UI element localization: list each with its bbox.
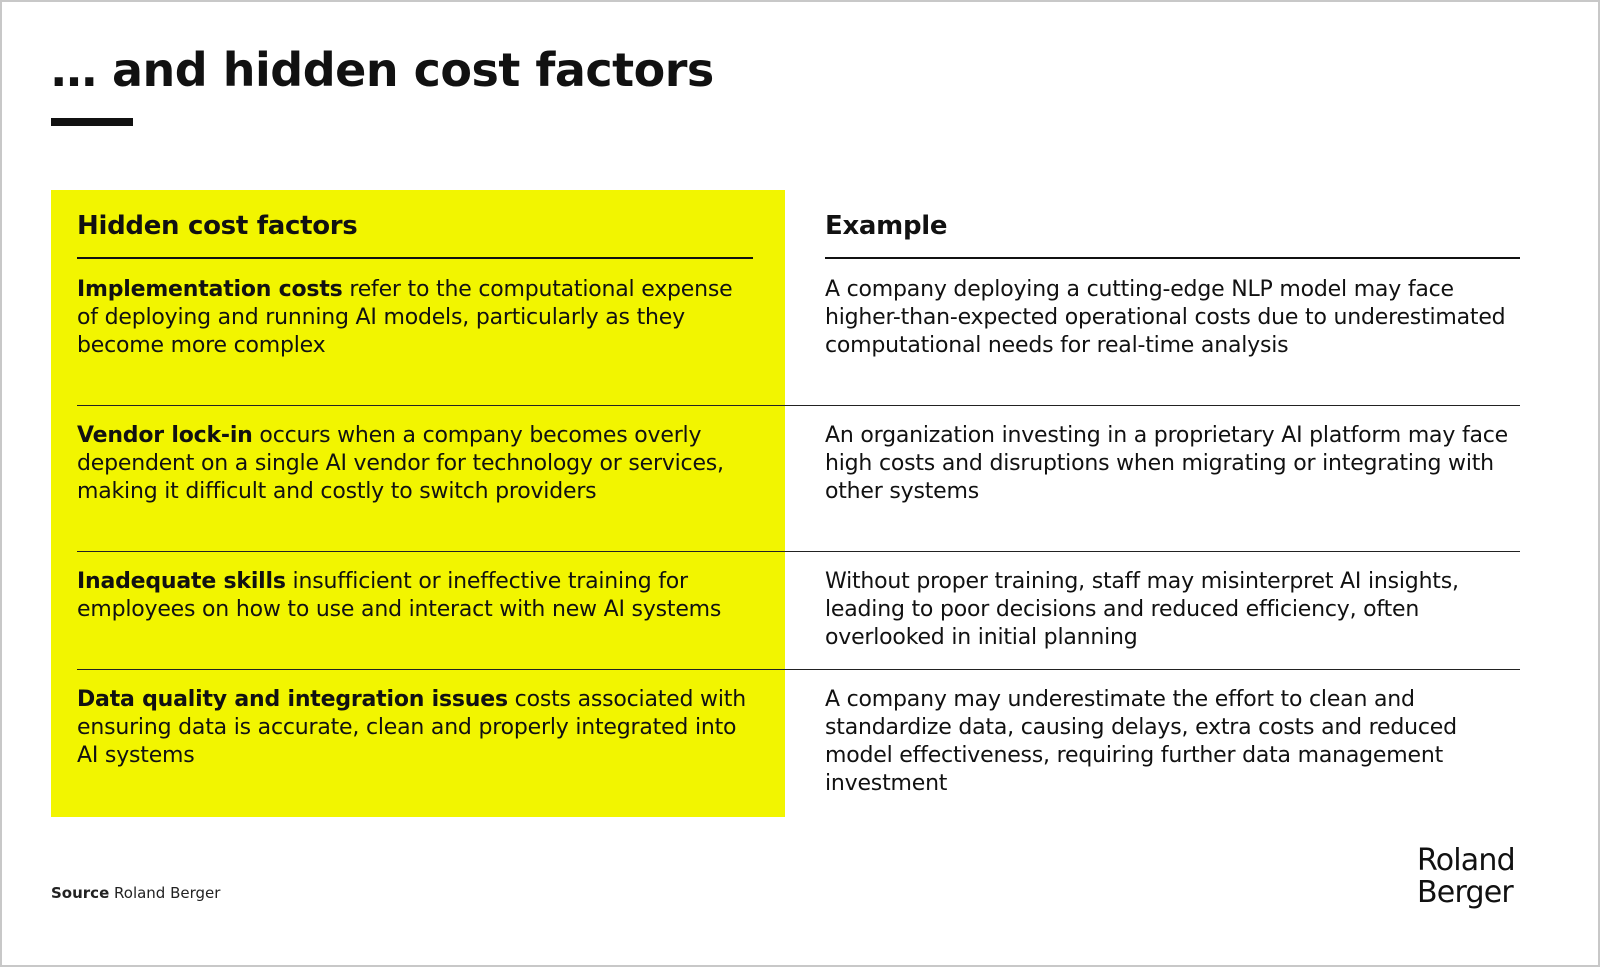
example-implementation-costs: A company deploying a cutting-edge NLP m…: [825, 277, 1506, 358]
factor-title: Data quality and integration issues: [77, 687, 508, 712]
factor-inadequate-skills: Inadequate skills insufficient or ineffe…: [77, 568, 753, 624]
page-title: … and hidden cost factors: [51, 43, 714, 97]
factor-description: costs associated with ensuring data is a…: [77, 687, 746, 768]
factor-description: refer to the computational expense of de…: [77, 277, 733, 358]
source-label: Source: [51, 884, 110, 902]
factor-description: insufficient or ineffective training for…: [77, 569, 722, 622]
factor-implementation-costs: Implementation costs refer to the comput…: [77, 276, 753, 360]
hidden-cost-factors-panel: [51, 190, 785, 817]
factor-description: occurs when a company becomes overly dep…: [77, 423, 724, 504]
right-header-divider: [825, 257, 1520, 259]
hidden-cost-factors-header: Hidden cost factors: [77, 211, 358, 241]
logo-line-2: Berger: [1417, 875, 1514, 910]
example-data-quality: A company may underestimate the effort t…: [825, 687, 1457, 796]
row-divider: [77, 551, 1520, 552]
factor-vendor-lock-in: Vendor lock-in occurs when a company bec…: [77, 422, 753, 506]
factor-title: Vendor lock-in: [77, 423, 253, 448]
factor-title: Inadequate skills: [77, 569, 286, 594]
left-header-divider: [77, 257, 753, 259]
source-note: Source Roland Berger: [51, 884, 220, 902]
example-vendor-lock-in: An organization investing in a proprieta…: [825, 423, 1508, 504]
row-divider: [77, 405, 1520, 406]
title-underline: [51, 118, 133, 126]
factor-title: Implementation costs: [77, 277, 343, 302]
source-text: Roland Berger: [109, 884, 221, 902]
factor-data-quality: Data quality and integration issues cost…: [77, 686, 753, 770]
row-divider: [77, 669, 1520, 670]
example-inadequate-skills: Without proper training, staff may misin…: [825, 569, 1459, 650]
example-header: Example: [825, 211, 948, 241]
logo-line-1: Roland: [1417, 843, 1516, 878]
roland-berger-logo: Roland Berger: [1417, 845, 1527, 909]
